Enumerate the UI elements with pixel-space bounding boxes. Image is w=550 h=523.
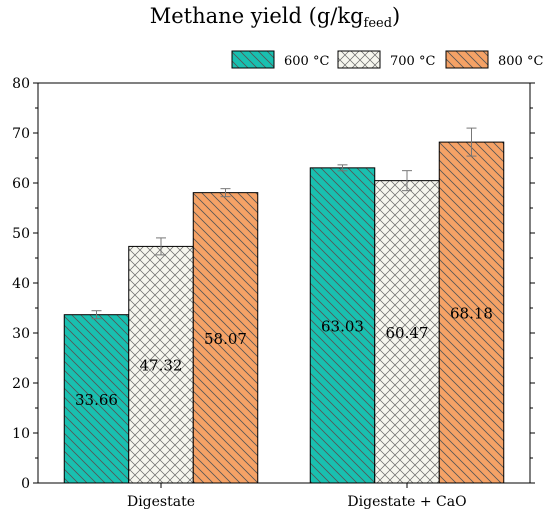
- legend-label: 600 °C: [284, 54, 329, 69]
- data-label: 58.07: [204, 330, 247, 348]
- y-tick-label: 10: [12, 426, 30, 442]
- y-tick-label: 60: [12, 176, 30, 192]
- data-label: 60.47: [386, 324, 429, 342]
- data-label: 47.32: [140, 357, 183, 375]
- x-tick-label: Digestate + CaO: [347, 494, 466, 510]
- x-tick-label: Digestate: [127, 494, 195, 510]
- bar-pattern: [438, 141, 505, 484]
- y-tick-label: 0: [21, 476, 30, 492]
- legend-label: 700 °C: [390, 54, 435, 69]
- y-tick-label: 30: [12, 326, 30, 342]
- y-tick-label: 20: [12, 376, 30, 392]
- data-label: 33.66: [75, 391, 118, 409]
- bar-pattern: [192, 192, 259, 484]
- legend-swatch-pattern: [337, 50, 381, 69]
- chart-title-subscript: feed: [363, 16, 393, 31]
- data-label: 68.18: [450, 305, 493, 323]
- y-tick-label: 50: [12, 226, 30, 242]
- y-tick-label: 70: [12, 126, 30, 142]
- chart-title: Methane yield (g/kgfeed): [0, 4, 550, 31]
- bar-pattern: [374, 180, 440, 484]
- y-tick-label: 40: [12, 276, 30, 292]
- legend-label: 800 °C: [498, 54, 543, 69]
- bar-pattern: [128, 245, 194, 484]
- data-label: 63.03: [321, 317, 364, 335]
- chart-title-close: ): [392, 4, 401, 28]
- legend-swatch-pattern: [445, 50, 489, 69]
- legend-swatch-pattern: [231, 50, 275, 69]
- y-tick-label: 80: [12, 76, 30, 92]
- bar-pattern: [309, 167, 376, 484]
- chart-title-main: Methane yield (g/kg: [149, 4, 364, 28]
- bar-pattern: [63, 314, 130, 484]
